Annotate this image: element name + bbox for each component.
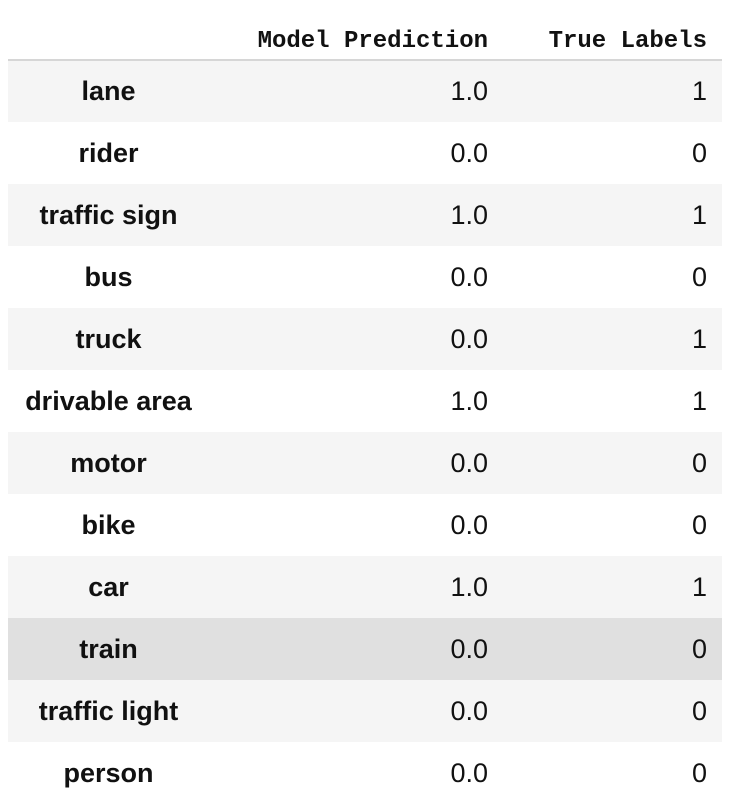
- true-label-cell: 1: [691, 199, 707, 230]
- model-prediction-cell: 1.0: [450, 571, 488, 602]
- model-prediction-cell: 1.0: [450, 385, 488, 416]
- row-label: bus: [84, 261, 133, 292]
- row-label: train: [79, 633, 138, 664]
- table-body: lane 1.0 1 rider 0.0 0 traffic sign 1.0 …: [8, 60, 722, 804]
- model-prediction-cell: 0.0: [450, 137, 488, 168]
- table-row: motor 0.0 0: [8, 432, 722, 494]
- table-row: traffic light 0.0 0: [8, 680, 722, 742]
- table-row: drivable area 1.0 1: [8, 370, 722, 432]
- model-prediction-cell: 0.0: [450, 447, 488, 478]
- row-label: bike: [81, 509, 136, 540]
- true-label-cell: 1: [691, 76, 707, 106]
- model-prediction-cell: 0.0: [450, 323, 488, 354]
- model-prediction-cell: 0.0: [450, 695, 488, 726]
- row-label: truck: [75, 323, 142, 354]
- row-label: rider: [78, 137, 139, 168]
- index-column-header: [8, 0, 209, 61]
- true-label-cell: 1: [691, 323, 707, 354]
- true-label-cell: 0: [691, 509, 707, 540]
- header-row: Model Prediction True Labels: [8, 0, 722, 61]
- model-prediction-cell: 1.0: [450, 76, 488, 106]
- model-prediction-cell: 0.0: [450, 509, 488, 540]
- row-label: traffic light: [38, 695, 179, 726]
- model-prediction-cell: 1.0: [450, 199, 488, 230]
- true-label-cell: 0: [691, 695, 707, 726]
- model-prediction-cell: 0.0: [450, 261, 488, 292]
- table-row: bus 0.0 0: [8, 246, 722, 308]
- row-label: drivable area: [25, 385, 192, 416]
- true-label-cell: 0: [691, 757, 707, 788]
- true-label-cell: 0: [691, 137, 707, 168]
- true-label-cell: 0: [691, 447, 707, 478]
- true-labels-column-header: True Labels: [503, 0, 722, 61]
- prediction-table: Model Prediction True Labels lane 1.0 1 …: [8, 0, 722, 804]
- table-row: rider 0.0 0: [8, 122, 722, 184]
- model-prediction-cell: 0.0: [450, 633, 488, 664]
- true-label-cell: 0: [691, 633, 707, 664]
- true-label-cell: 1: [691, 571, 707, 602]
- row-label: motor: [70, 447, 147, 478]
- table-row: person 0.0 0: [8, 742, 722, 804]
- model-prediction-cell: 0.0: [450, 757, 488, 788]
- row-label: person: [63, 757, 154, 788]
- row-label: lane: [81, 76, 136, 106]
- table-header: Model Prediction True Labels: [8, 0, 722, 61]
- true-label-cell: 1: [691, 385, 707, 416]
- row-label: traffic sign: [39, 199, 178, 230]
- table-row: traffic sign 1.0 1: [8, 184, 722, 246]
- row-label: car: [88, 571, 129, 602]
- table-row: bike 0.0 0: [8, 494, 722, 556]
- true-label-cell: 0: [691, 261, 707, 292]
- table-row: lane 1.0 1: [8, 60, 722, 122]
- table-row: truck 0.0 1: [8, 308, 722, 370]
- table-row: car 1.0 1: [8, 556, 722, 618]
- table-row-hovered: train 0.0 0: [8, 618, 722, 680]
- model-prediction-column-header: Model Prediction: [209, 0, 503, 61]
